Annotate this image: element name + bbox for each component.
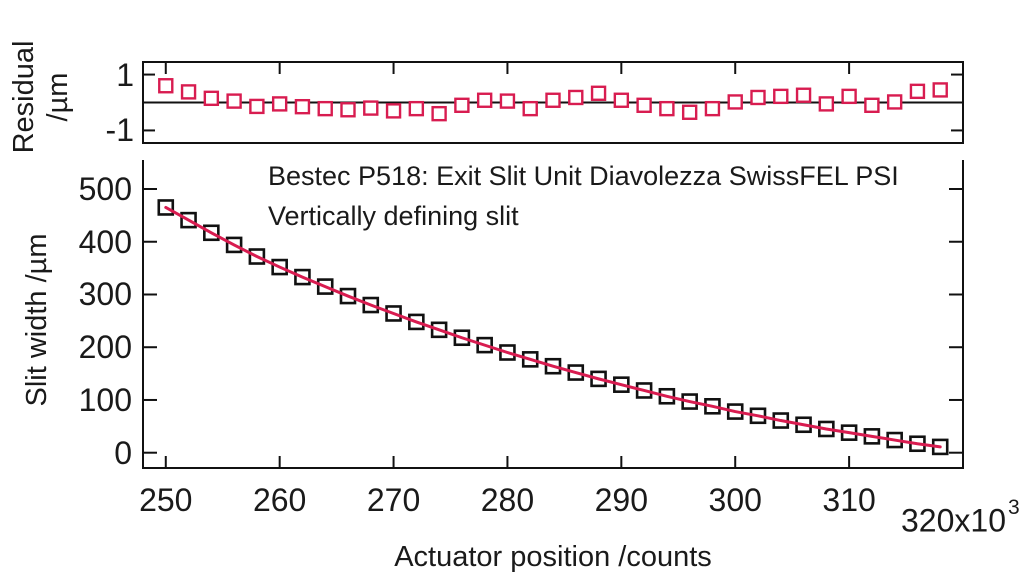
residual-marker [158, 78, 174, 94]
figure-title-line1: Bestec P518: Exit Slit Unit Diavolezza S… [268, 161, 899, 191]
residual-marker [795, 87, 812, 103]
residual-marker [545, 92, 561, 108]
residual-marker [271, 96, 288, 112]
slit-width-axis-label: Slit width /µm [21, 233, 53, 407]
x-axis-end-label-exponent: 3 [1007, 496, 1020, 519]
residual-marker [499, 93, 516, 109]
x-axis-end-label-base: 320x10 [901, 502, 1006, 539]
residual-marker [590, 85, 607, 101]
residual-marker [317, 100, 333, 117]
y-tick-label: 0 [114, 434, 132, 471]
x-tick-label: 280 [480, 482, 535, 518]
residual-marker [864, 97, 880, 113]
residual-marker [704, 100, 721, 117]
x-tick-label: 300 [708, 482, 762, 518]
residual-marker [659, 100, 675, 117]
residual-marker [522, 100, 538, 117]
x-tick-label: 260 [252, 482, 307, 518]
residual-marker [294, 98, 311, 115]
residual-marker [681, 104, 698, 120]
residual-marker [340, 102, 356, 118]
residual-marker [454, 97, 470, 113]
residual-marker [476, 92, 493, 108]
residual-marker [773, 88, 789, 105]
residual-marker [886, 94, 903, 110]
residual-marker [841, 88, 857, 105]
y-tick-label: 100 [78, 381, 132, 418]
residual-marker [909, 83, 926, 100]
residual-marker [613, 92, 630, 108]
residual-ytick-label: 1 [116, 56, 134, 93]
main-axes [142, 160, 964, 469]
y-tick-label: 500 [78, 171, 132, 207]
x-tick-label: 250 [139, 482, 193, 518]
residual-marker [431, 105, 447, 122]
residual-marker [750, 89, 766, 106]
x-tick-label: 270 [366, 482, 421, 518]
residual-marker [363, 100, 379, 116]
residual-marker [568, 89, 584, 106]
figure-title-line2: Vertically defining slit [268, 201, 519, 231]
x-tick-label: 290 [594, 482, 649, 518]
residual-marker [203, 90, 220, 107]
residual-marker [385, 103, 402, 119]
x-axis-end-label: 320x103 [901, 496, 1020, 539]
residual-marker [818, 96, 835, 112]
actuator-axis-label: Actuator position /counts [394, 541, 712, 573]
residual-marker [727, 94, 743, 110]
fit-line [164, 205, 942, 449]
residual-marker [180, 84, 197, 100]
y-tick-label: 400 [78, 223, 132, 260]
residual-marker [249, 98, 265, 115]
residual-marker [408, 100, 425, 117]
residual-marker [226, 93, 242, 109]
residual-marker [932, 82, 948, 98]
y-tick-label: 300 [78, 276, 132, 313]
y-tick-label: 200 [78, 329, 132, 366]
residual-marker [636, 97, 652, 113]
x-tick-label: 310 [822, 482, 876, 518]
residual-ytick-label: -1 [105, 112, 134, 149]
